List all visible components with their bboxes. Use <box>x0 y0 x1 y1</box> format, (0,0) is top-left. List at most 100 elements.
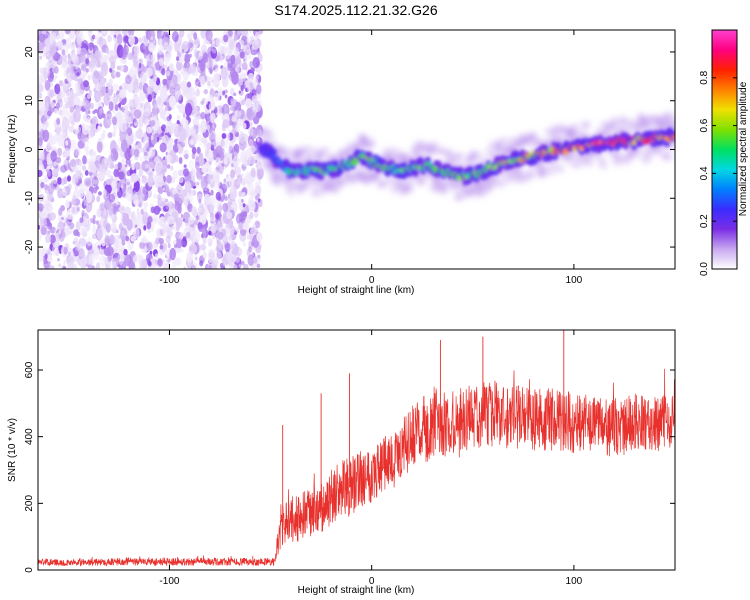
noise-speckle <box>52 40 57 47</box>
noise-speckle <box>176 114 181 121</box>
noise-speckle <box>41 248 47 256</box>
noise-speckle <box>65 224 70 231</box>
noise-speckle <box>187 195 194 203</box>
ridge-halo-blob <box>528 173 536 179</box>
noise-speckle <box>123 43 127 49</box>
y-tick-label: 200 <box>24 495 35 512</box>
noise-speckle <box>95 154 103 164</box>
noise-speckle <box>182 67 186 75</box>
noise-speckle <box>224 89 228 94</box>
ridge-halo-blob <box>544 128 553 135</box>
noise-speckle <box>86 116 91 124</box>
noise-speckle <box>168 63 175 72</box>
noise-speckle <box>244 80 250 87</box>
noise-speckle <box>184 153 189 160</box>
ridge-halo-blob <box>347 179 353 186</box>
noise-speckle <box>77 248 85 260</box>
noise-speckle <box>223 47 231 60</box>
noise-speckle <box>78 53 86 63</box>
noise-speckle <box>141 175 148 184</box>
noise-speckle <box>215 37 222 48</box>
noise-speckle <box>242 263 249 269</box>
spectrogram-y-ticks: -20 -10 0 10 20 <box>24 46 675 254</box>
noise-speckle <box>108 89 113 96</box>
noise-speckle <box>92 186 98 194</box>
noise-speckle <box>161 260 170 269</box>
noise-speckle <box>159 197 166 205</box>
noise-speckle <box>98 36 103 44</box>
noise-speckle <box>142 211 150 225</box>
noise-speckle <box>135 130 140 138</box>
noise-speckle <box>71 174 79 184</box>
noise-speckle <box>125 235 130 242</box>
noise-speckle <box>231 190 238 199</box>
ridge-halo-blob <box>515 169 524 176</box>
ridge-halo-blob <box>361 135 368 144</box>
snr-y-ticks: 0 200 400 600 <box>24 361 675 573</box>
ridge-halo-blob <box>296 148 305 156</box>
noise-speckle <box>99 171 105 180</box>
noise-speckle <box>168 95 176 108</box>
noise-speckle <box>229 40 235 51</box>
noise-speckle <box>159 108 167 120</box>
noise-speckle <box>211 48 217 54</box>
noise-speckle <box>128 34 136 47</box>
noise-speckle <box>48 265 55 269</box>
noise-speckle <box>47 110 52 117</box>
noise-speckle <box>191 152 196 160</box>
noise-speckle <box>189 63 197 74</box>
noise-speckle <box>178 156 183 164</box>
noise-speckle <box>112 94 119 105</box>
noise-speckle <box>79 217 84 224</box>
ridge-halo-blob <box>666 113 675 119</box>
noise-speckle <box>76 206 80 212</box>
noise-speckle <box>103 189 107 196</box>
noise-speckle <box>79 161 82 166</box>
noise-speckle <box>206 264 210 269</box>
noise-speckle <box>98 162 103 172</box>
noise-speckle <box>113 112 117 117</box>
y-tick-label: 20 <box>24 46 35 58</box>
noise-speckle <box>208 102 216 111</box>
x-tick-label: 0 <box>369 275 375 286</box>
noise-speckle <box>147 94 153 103</box>
noise-speckle <box>167 242 171 249</box>
noise-speckle <box>151 91 157 100</box>
noise-speckle <box>86 237 93 247</box>
noise-speckle <box>57 177 62 185</box>
noise-speckle <box>62 124 66 130</box>
noise-speckle <box>119 85 123 91</box>
noise-speckle <box>202 41 206 48</box>
noise-speckle <box>105 169 112 178</box>
noise-speckle <box>112 83 120 92</box>
noise-speckle <box>98 109 103 117</box>
noise-speckle <box>58 80 64 87</box>
noise-speckle <box>46 203 53 214</box>
colorbar-ticks: 0.0 0.2 0.4 0.6 0.8 <box>699 70 737 276</box>
ridge-halo-blob <box>351 178 359 183</box>
noise-speckle <box>89 44 93 51</box>
noise-speckle <box>183 266 187 269</box>
noise-speckle <box>237 247 243 255</box>
noise-speckle <box>55 102 60 109</box>
noise-speckle <box>164 105 168 112</box>
noise-speckle <box>242 203 246 208</box>
noise-speckle <box>206 160 210 167</box>
noise-speckle <box>186 32 193 41</box>
noise-speckle <box>233 38 236 43</box>
noise-speckle <box>201 137 207 144</box>
noise-speckle <box>239 136 245 144</box>
noise-speckle <box>227 252 233 260</box>
ridge-halo-blob <box>267 131 274 138</box>
noise-speckle <box>191 206 198 217</box>
ridge-halo-blob <box>633 148 641 155</box>
noise-speckle <box>112 131 117 137</box>
noise-speckle <box>129 123 133 127</box>
noise-speckle <box>60 264 67 269</box>
noise-speckle <box>38 202 43 210</box>
ridge-halo-blob <box>669 119 675 127</box>
noise-speckle <box>142 146 147 153</box>
noise-speckle <box>57 188 64 199</box>
noise-speckle <box>240 150 248 162</box>
ridge-halo-blob <box>454 194 463 201</box>
